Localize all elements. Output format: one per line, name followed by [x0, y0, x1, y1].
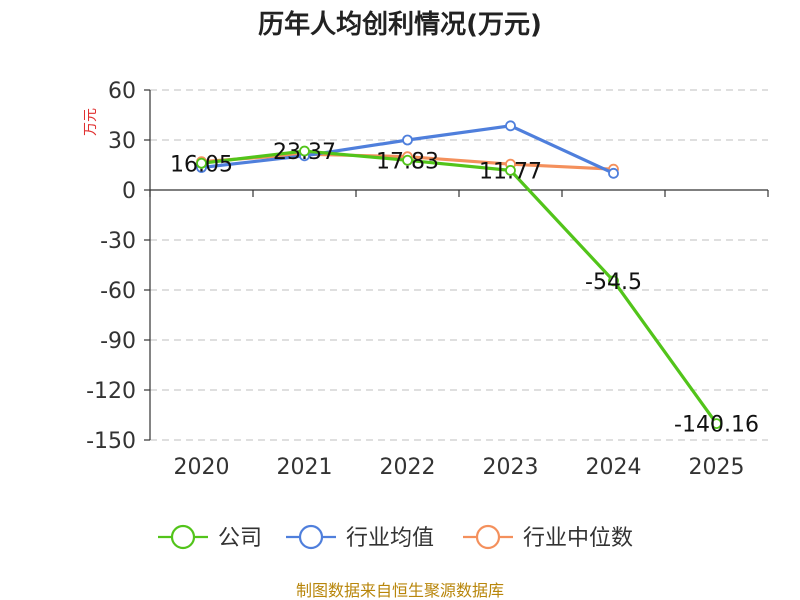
series-group: [196, 120, 722, 430]
x-tick-label: 2021: [277, 455, 333, 480]
y-tick-labels: 60 30 0 -30 -60 -90 -120 -150: [86, 79, 136, 454]
data-label: -54.5: [585, 270, 642, 295]
data-point[interactable]: [608, 167, 619, 179]
gridlines: [144, 89, 768, 441]
chart-title: 历年人均创利情况(万元): [258, 9, 542, 40]
data-labels: 16.05 23.37 17.83 11.77 -54.5 -140.16: [170, 140, 759, 438]
legend-marker: [475, 524, 501, 550]
source-note: 制图数据来自恒生聚源数据库: [296, 581, 504, 600]
x-tick-labels: 2020 2021 2022 2023 2024 2025: [174, 455, 745, 480]
data-label: 16.05: [170, 152, 233, 177]
x-tick-label: 2023: [483, 455, 539, 480]
data-point[interactable]: [505, 164, 516, 176]
series-line-0: [201, 149, 718, 425]
legend-item-2[interactable]: 行业中位数: [463, 524, 633, 551]
data-point[interactable]: [402, 134, 413, 146]
data-label: 11.77: [479, 159, 542, 184]
data-point[interactable]: [505, 120, 516, 132]
data-point[interactable]: [299, 145, 310, 157]
y-tick-label: 0: [122, 179, 136, 204]
y-tick-label: -60: [100, 279, 136, 304]
data-point[interactable]: [196, 157, 207, 169]
legend-label: 公司: [218, 526, 262, 551]
y-tick-label: 60: [108, 79, 136, 104]
legend-item-0[interactable]: 公司: [158, 524, 262, 551]
data-point[interactable]: [402, 154, 413, 166]
data-label: 17.83: [376, 149, 439, 174]
legend-label: 行业中位数: [523, 526, 633, 551]
y-tick-label: -150: [86, 429, 136, 454]
axes: [149, 90, 769, 440]
x-tick-label: 2025: [689, 455, 745, 480]
x-tick-label: 2022: [380, 455, 436, 480]
y-tick-label: 30: [108, 129, 136, 154]
x-tick-label: 2024: [586, 455, 642, 480]
data-label: -140.16: [674, 413, 759, 438]
y-tick-label: -30: [100, 229, 136, 254]
legend-item-1[interactable]: 行业均值: [286, 524, 434, 551]
data-label: 23.37: [273, 140, 336, 165]
y-tick-label: -120: [86, 379, 136, 404]
data-point[interactable]: [608, 275, 619, 287]
legend-marker: [298, 524, 324, 550]
y-axis-label: 万元: [83, 108, 99, 136]
y-tick-label: -90: [100, 329, 136, 354]
legend-marker: [170, 524, 196, 550]
legend-label: 行业均值: [346, 526, 434, 551]
data-point[interactable]: [711, 418, 722, 430]
legend[interactable]: 公司 行业均值 行业中位数: [158, 524, 633, 551]
x-tick-label: 2020: [174, 455, 230, 480]
